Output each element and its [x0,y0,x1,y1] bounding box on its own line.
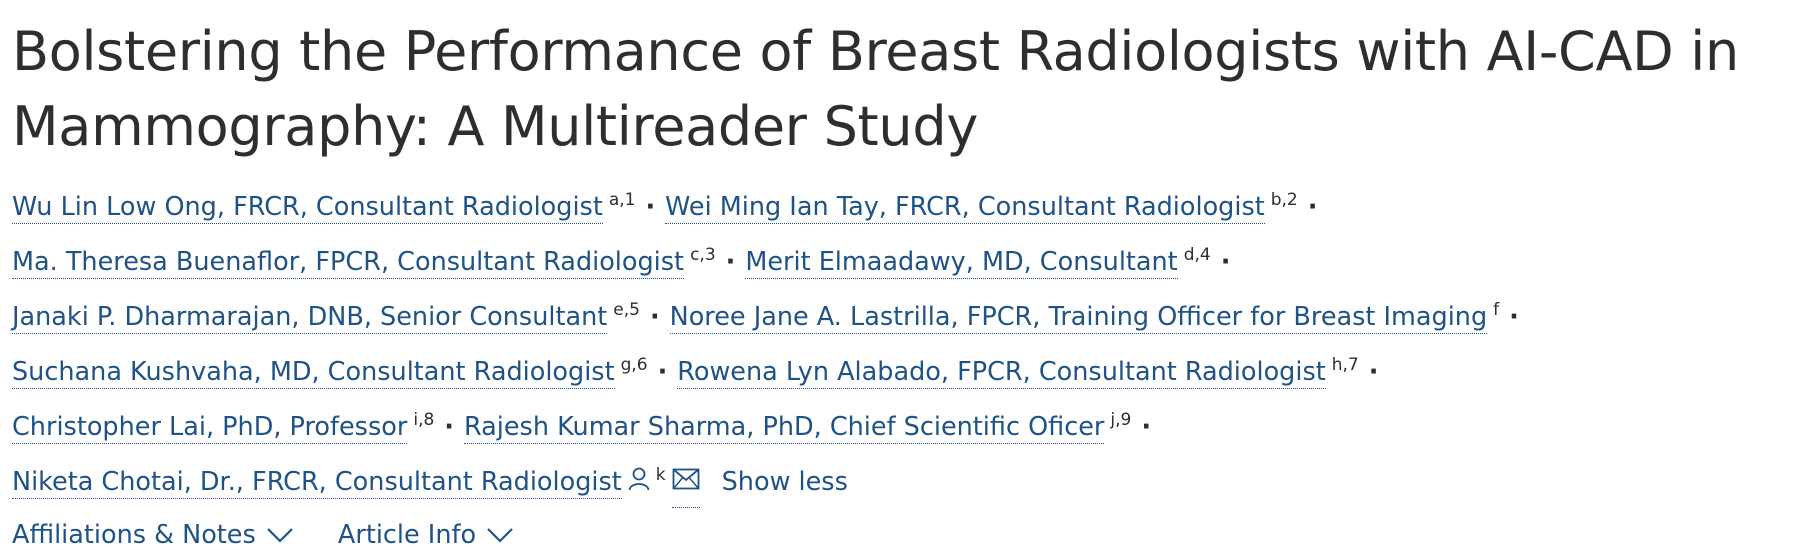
article-info-toggle[interactable]: Article Info [338,520,514,550]
article-tabs: Affiliations & Notes Article Info [12,520,1786,550]
author-line-3: Janaki P. Dharmarajan, DNB, Senior Consu… [12,286,1786,341]
separator-dot: · [1368,357,1379,387]
author-line-2: Ma. Theresa Buenaflor, FPCR, Consultant … [12,231,1786,286]
affiliation-marker[interactable]: h,7 [1331,355,1359,375]
person-icon [628,459,650,507]
mail-icon[interactable] [671,458,700,508]
article-info-label: Article Info [337,520,477,550]
chevron-down-icon [267,528,293,543]
affiliation-marker[interactable]: a,1 [608,190,636,210]
author-link[interactable]: Niketa Chotai, Dr., FRCR, Consultant Rad… [12,467,622,499]
author-link[interactable]: Wei Ming Ian Tay, FRCR, Consultant Radio… [665,192,1265,224]
chevron-down-icon [487,528,513,543]
author-link[interactable]: Janaki P. Dharmarajan, DNB, Senior Consu… [12,302,608,334]
author-line-1: Wu Lin Low Ong, FRCR, Consultant Radiolo… [12,176,1786,231]
affiliations-notes-label: Affiliations & Notes [12,520,256,550]
separator-dot: · [1307,192,1318,222]
article-title: Bolstering the Performance of Breast Rad… [12,20,1739,158]
author-link[interactable]: Rajesh Kumar Sharma, PhD, Chief Scientif… [463,412,1105,444]
affiliation-marker[interactable]: c,3 [690,245,716,265]
affiliation-marker[interactable]: e,5 [613,300,640,320]
separator-dot: · [725,247,736,277]
author-line-4: Suchana Kushvaha, MD, Consultant Radiolo… [12,341,1786,396]
author-line-6: Niketa Chotai, Dr., FRCR, Consultant Rad… [12,451,1786,508]
author-link[interactable]: Merit Elmaadawy, MD, Consultant [745,247,1178,279]
affiliation-marker[interactable]: k [655,465,666,485]
affiliation-marker[interactable]: b,2 [1270,190,1298,210]
affiliation-marker[interactable]: f [1493,300,1500,320]
author-link[interactable]: Suchana Kushvaha, MD, Consultant Radiolo… [12,357,615,389]
author-link[interactable]: Noree Jane A. Lastrilla, FPCR, Training … [669,302,1488,334]
affiliation-marker[interactable]: d,4 [1183,245,1211,265]
author-link[interactable]: Christopher Lai, PhD, Professor [12,412,408,444]
separator-dot: · [645,192,656,222]
author-line-5: Christopher Lai, PhD, Professor i,8 · Rajes… [12,396,1786,451]
affiliation-marker[interactable]: g,6 [620,355,648,375]
affiliation-marker[interactable]: j,9 [1110,410,1132,430]
author-list: Wu Lin Low Ong, FRCR, Consultant Radiolo… [12,176,1786,508]
separator-dot: · [444,412,454,442]
affiliation-marker[interactable]: i,8 [413,410,435,430]
author-link[interactable]: Ma. Theresa Buenaflor, FPCR, Consultant … [12,247,685,279]
show-less-button[interactable]: Show less [721,467,848,497]
separator-dot: · [1509,302,1519,332]
separator-dot: · [657,357,668,387]
author-link[interactable]: Rowena Lyn Alabado, FPCR, Consultant Rad… [677,357,1326,389]
separator-dot: · [1141,412,1152,442]
separator-dot: · [1220,247,1231,277]
separator-dot: · [649,302,660,332]
affiliations-notes-toggle[interactable]: Affiliations & Notes [12,520,294,550]
author-link[interactable]: Wu Lin Low Ong, FRCR, Consultant Radiolo… [12,192,603,224]
